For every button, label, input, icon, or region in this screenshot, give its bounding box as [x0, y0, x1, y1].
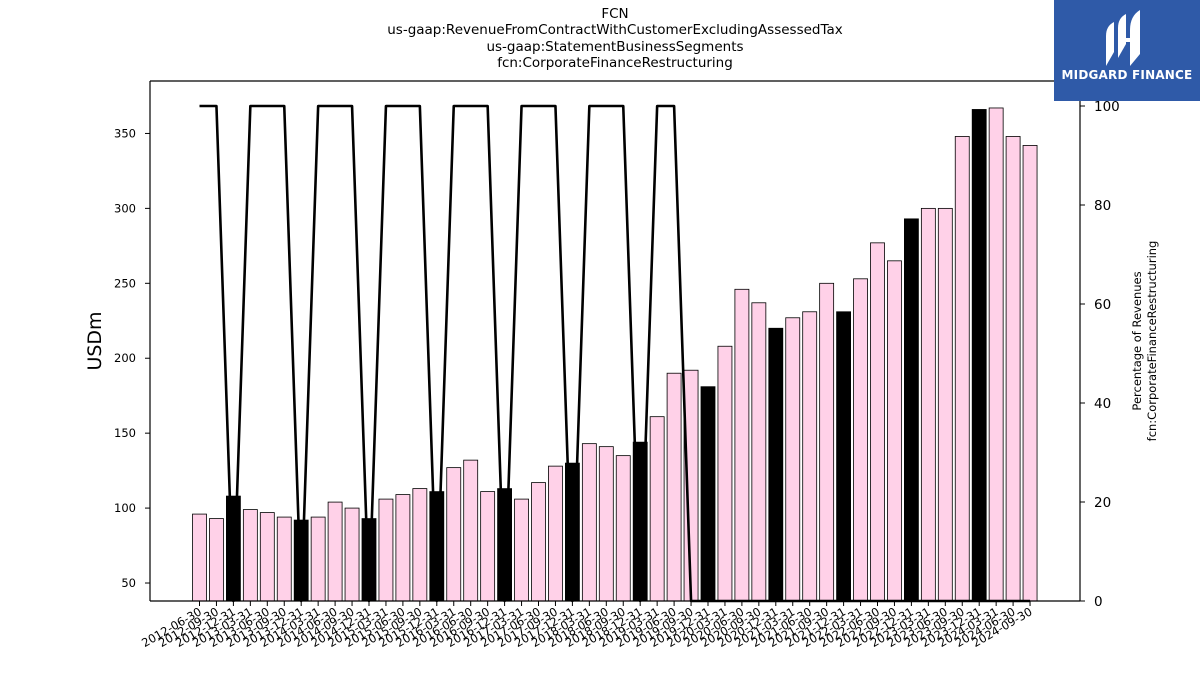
y-tick-label-150: 150	[114, 426, 136, 440]
bar-2016-09-30	[480, 491, 496, 602]
bar-2022-06-30	[870, 242, 885, 602]
bar-2015-06-30	[395, 494, 411, 602]
bar-2018-09-30	[615, 455, 631, 602]
y2-tick-label-60: 60	[1094, 297, 1111, 313]
bar-2022-03-31	[853, 278, 868, 602]
bar-2023-12-31	[971, 109, 987, 602]
bar-2021-12-31	[836, 311, 851, 602]
y2-tick-label-100: 100	[1094, 99, 1120, 115]
bar-2020-06-30	[734, 288, 750, 602]
y-axis-label: USDm	[84, 311, 106, 370]
bar-2023-09-30	[954, 136, 970, 602]
bar-2020-12-31	[768, 327, 784, 602]
bar-2019-06-30	[666, 372, 682, 602]
bar-2012-09-30	[209, 518, 224, 602]
bar-2015-03-31	[378, 498, 394, 602]
bar-2014-03-31	[310, 516, 326, 602]
bar-2017-09-30	[548, 465, 563, 602]
y-tick-label-250: 250	[114, 276, 136, 290]
bar-2014-09-30	[344, 507, 360, 602]
chart-title-block: FCN us-gaap:RevenueFromContractWithCusto…	[0, 6, 1200, 71]
bar-2018-03-31	[581, 443, 597, 602]
bar-2019-12-31	[700, 386, 716, 602]
y2-tick-label-0: 0	[1094, 594, 1103, 610]
y-tick-label-300: 300	[114, 201, 136, 215]
bar-2013-09-30	[276, 516, 292, 602]
bar-2013-03-31	[242, 509, 258, 602]
chart-subtitle-member: fcn:CorporateFinanceRestructuring	[497, 54, 733, 71]
bar-series	[192, 107, 1038, 602]
bar-2016-03-31	[446, 467, 462, 602]
bar-2012-06-30	[192, 513, 207, 602]
y2-tick-label-40: 40	[1094, 396, 1111, 412]
y-tick-label-50: 50	[121, 576, 136, 590]
chart-axes	[149, 80, 1081, 602]
bar-2024-09-30	[1022, 145, 1038, 602]
bar-2024-03-31	[988, 107, 1004, 602]
y2-axis-label-line2: fcn:CorporateFinanceRestructuring	[1145, 241, 1159, 442]
y-tick-label-100: 100	[114, 501, 136, 515]
y-tick-label-350: 350	[114, 126, 136, 140]
bar-2016-06-30	[463, 459, 479, 602]
bar-2021-06-30	[802, 311, 818, 602]
bar-2018-06-30	[598, 446, 614, 602]
bar-2021-03-31	[785, 317, 801, 602]
y2-tick-label-20: 20	[1094, 495, 1111, 511]
y-tick-label-200: 200	[114, 351, 136, 365]
bar-2015-09-30	[412, 488, 428, 602]
bar-2017-03-31	[514, 498, 529, 602]
brand-logo: MIDGARD FINANCE	[1054, 0, 1200, 101]
bar-2020-03-31	[717, 345, 733, 602]
bar-2014-06-30	[327, 501, 343, 602]
y-axis-ticks: 50 100 150 200 250 300 350	[114, 126, 150, 590]
chart-subtitle-axis: us-gaap:StatementBusinessSegments	[486, 38, 744, 55]
brand-logo-icon	[1106, 10, 1140, 66]
bar-2017-06-30	[531, 482, 546, 602]
bar-2020-09-30	[751, 302, 767, 602]
bar-2022-12-31	[904, 218, 919, 602]
bar-2023-06-30	[937, 207, 953, 602]
bar-2013-06-30	[259, 512, 275, 602]
chart-title: FCN	[601, 6, 629, 22]
bar-2024-06-30	[1005, 136, 1021, 602]
y2-tick-label-80: 80	[1094, 198, 1111, 214]
y2-axis-ticks: 0 20 40 60 80 100	[1080, 99, 1120, 610]
bar-2023-03-31	[920, 207, 936, 602]
x-axis-ticks: 2012-06-302012-09-302012-12-312013-03-31…	[139, 601, 1035, 650]
y2-axis-label-line1: Percentage of Revenues	[1130, 271, 1144, 410]
brand-logo-text: MIDGARD FINANCE	[1061, 68, 1193, 82]
bar-2022-09-30	[887, 260, 902, 602]
chart-subtitle-concept: us-gaap:RevenueFromContractWithCustomerE…	[387, 22, 843, 39]
bar-2021-09-30	[819, 282, 835, 602]
bar-2019-03-31	[649, 416, 665, 602]
